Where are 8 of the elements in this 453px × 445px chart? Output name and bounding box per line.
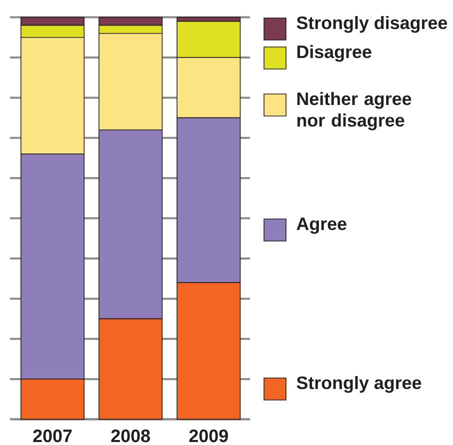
legend-label: Agree bbox=[296, 218, 346, 234]
legend-label: Strongly agree bbox=[296, 376, 422, 393]
x-tick-label: 2009 bbox=[189, 429, 228, 442]
legend-label: Disagree bbox=[297, 44, 372, 62]
legend-label: Neither agree nor disagree bbox=[297, 92, 412, 130]
x-tick-label: 2008 bbox=[111, 429, 150, 442]
x-tick-label: 2007 bbox=[33, 429, 72, 442]
legend-label: Strongly disagree bbox=[296, 16, 448, 33]
